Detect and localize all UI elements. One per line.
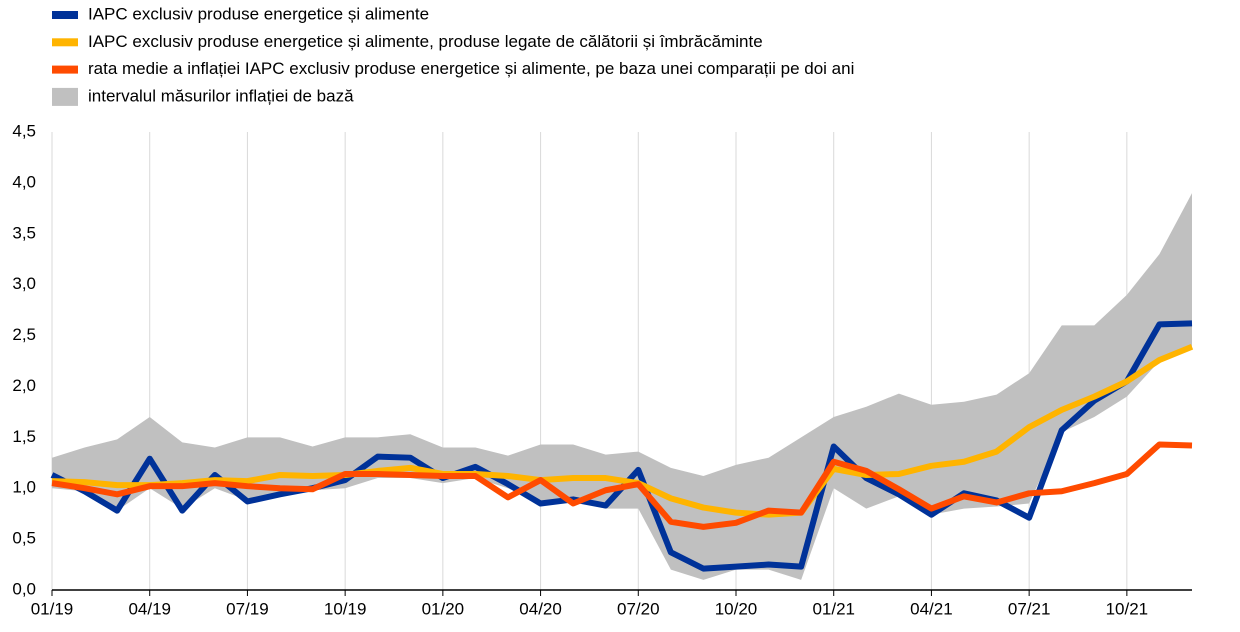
y-tick-label: 4,0 — [12, 172, 36, 191]
x-tick-label: 01/20 — [422, 599, 465, 618]
legend-swatch — [52, 65, 78, 74]
legend-label: IAPC exclusiv produse energetice și alim… — [88, 4, 429, 23]
x-tick-label: 04/20 — [519, 599, 562, 618]
legend-label: IAPC exclusiv produse energetice și alim… — [88, 32, 763, 51]
y-tick-label: 3,0 — [12, 274, 36, 293]
x-tick-label: 01/21 — [812, 599, 855, 618]
series-line — [51, 343, 1194, 518]
y-tick-label: 1,5 — [12, 427, 36, 446]
x-tick-label: 10/21 — [1106, 599, 1149, 618]
y-tick-label: 0,5 — [12, 529, 36, 548]
y-tick-label: 4,5 — [12, 121, 36, 140]
y-tick-label: 3,5 — [12, 223, 36, 242]
y-tick-label: 0,0 — [12, 579, 36, 598]
x-tick-label: 10/20 — [715, 599, 758, 618]
legend-swatch — [52, 38, 78, 47]
x-tick-label: 04/19 — [128, 599, 171, 618]
series-line — [51, 441, 1193, 530]
x-tick-label: 07/20 — [617, 599, 660, 618]
y-tick-label: 2,5 — [12, 325, 36, 344]
legend-swatch — [52, 87, 78, 106]
legend-label: rata medie a inflației IAPC exclusiv pro… — [88, 59, 854, 78]
range-area — [52, 193, 1192, 580]
x-tick-label: 01/19 — [31, 599, 74, 618]
legend-swatch — [52, 11, 78, 19]
y-tick-label: 1,0 — [12, 478, 36, 497]
x-tick-label: 07/19 — [226, 599, 269, 618]
x-tick-label: 07/21 — [1008, 599, 1051, 618]
x-tick-label: 04/21 — [910, 599, 953, 618]
x-tick-label: 10/19 — [324, 599, 367, 618]
y-tick-label: 2,0 — [12, 376, 36, 395]
legend-label: intervalul măsurilor inflației de bază — [88, 86, 354, 105]
